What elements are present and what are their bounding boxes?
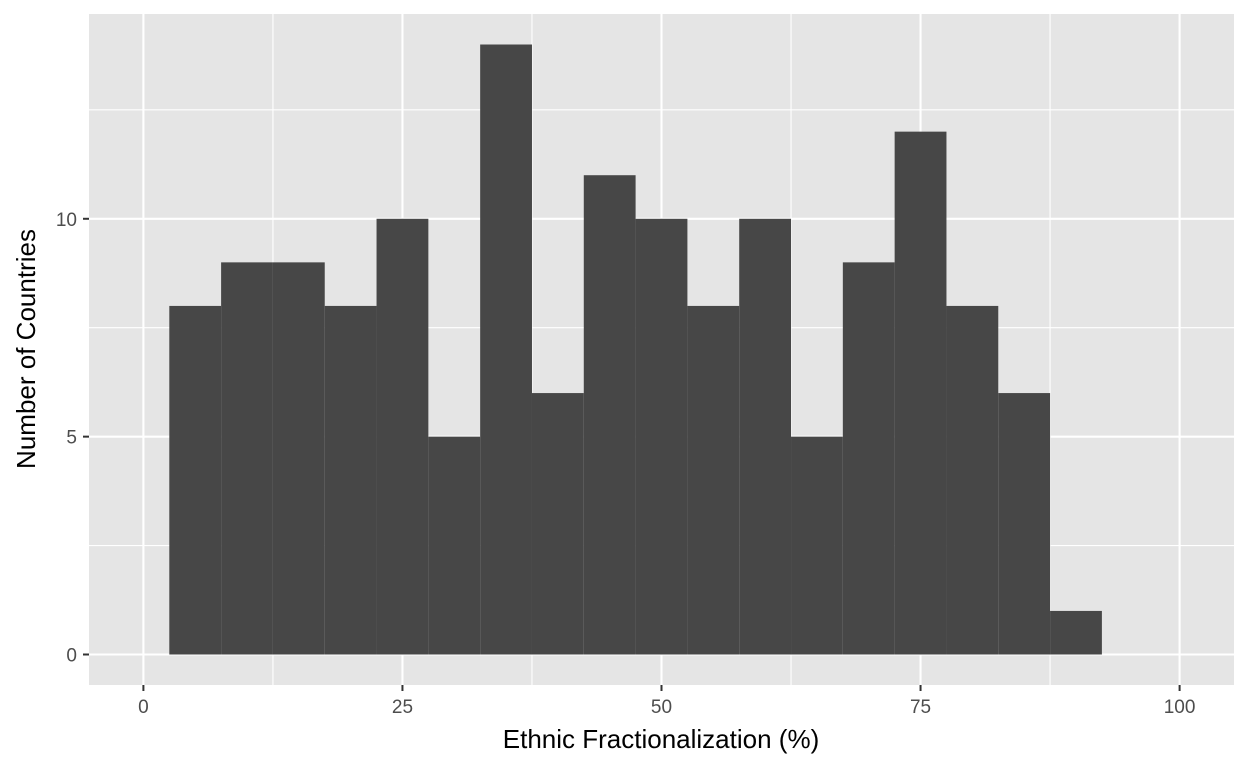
histogram-bar — [998, 393, 1051, 655]
histogram-bar — [946, 305, 999, 655]
histogram-bar — [687, 305, 740, 655]
histogram-bar — [842, 262, 895, 655]
histogram-bar — [169, 305, 222, 655]
y-tick-label: 5 — [66, 428, 77, 449]
histogram-bar — [791, 436, 843, 655]
histogram-bar — [428, 436, 481, 655]
y-axis: 0 5 10 — [56, 210, 89, 667]
y-tick-label: 10 — [56, 210, 77, 231]
y-axis-title: Number of Countries — [11, 229, 41, 469]
y-tick-label: 0 — [66, 646, 77, 667]
histogram-bar — [272, 262, 325, 655]
x-tick-label: 0 — [138, 697, 149, 718]
histogram-bars — [169, 44, 1102, 655]
histogram-bar — [635, 218, 688, 655]
histogram-bar — [739, 218, 792, 655]
x-tick-label: 100 — [1164, 697, 1196, 718]
histogram-bar — [1050, 610, 1102, 655]
histogram-bar — [221, 262, 273, 655]
x-tick-label: 25 — [392, 697, 413, 718]
histogram-bar — [894, 131, 947, 655]
histogram-bar — [376, 218, 429, 655]
x-tick-label: 50 — [651, 697, 672, 718]
histogram-bar — [583, 175, 636, 655]
histogram-bar — [480, 44, 532, 655]
histogram-bar — [531, 393, 584, 655]
histogram-bar — [324, 305, 377, 655]
x-axis-title: Ethnic Fractionalization (%) — [503, 724, 819, 754]
x-tick-label: 75 — [910, 697, 931, 718]
x-axis: 0 25 50 75 100 — [138, 685, 1195, 718]
